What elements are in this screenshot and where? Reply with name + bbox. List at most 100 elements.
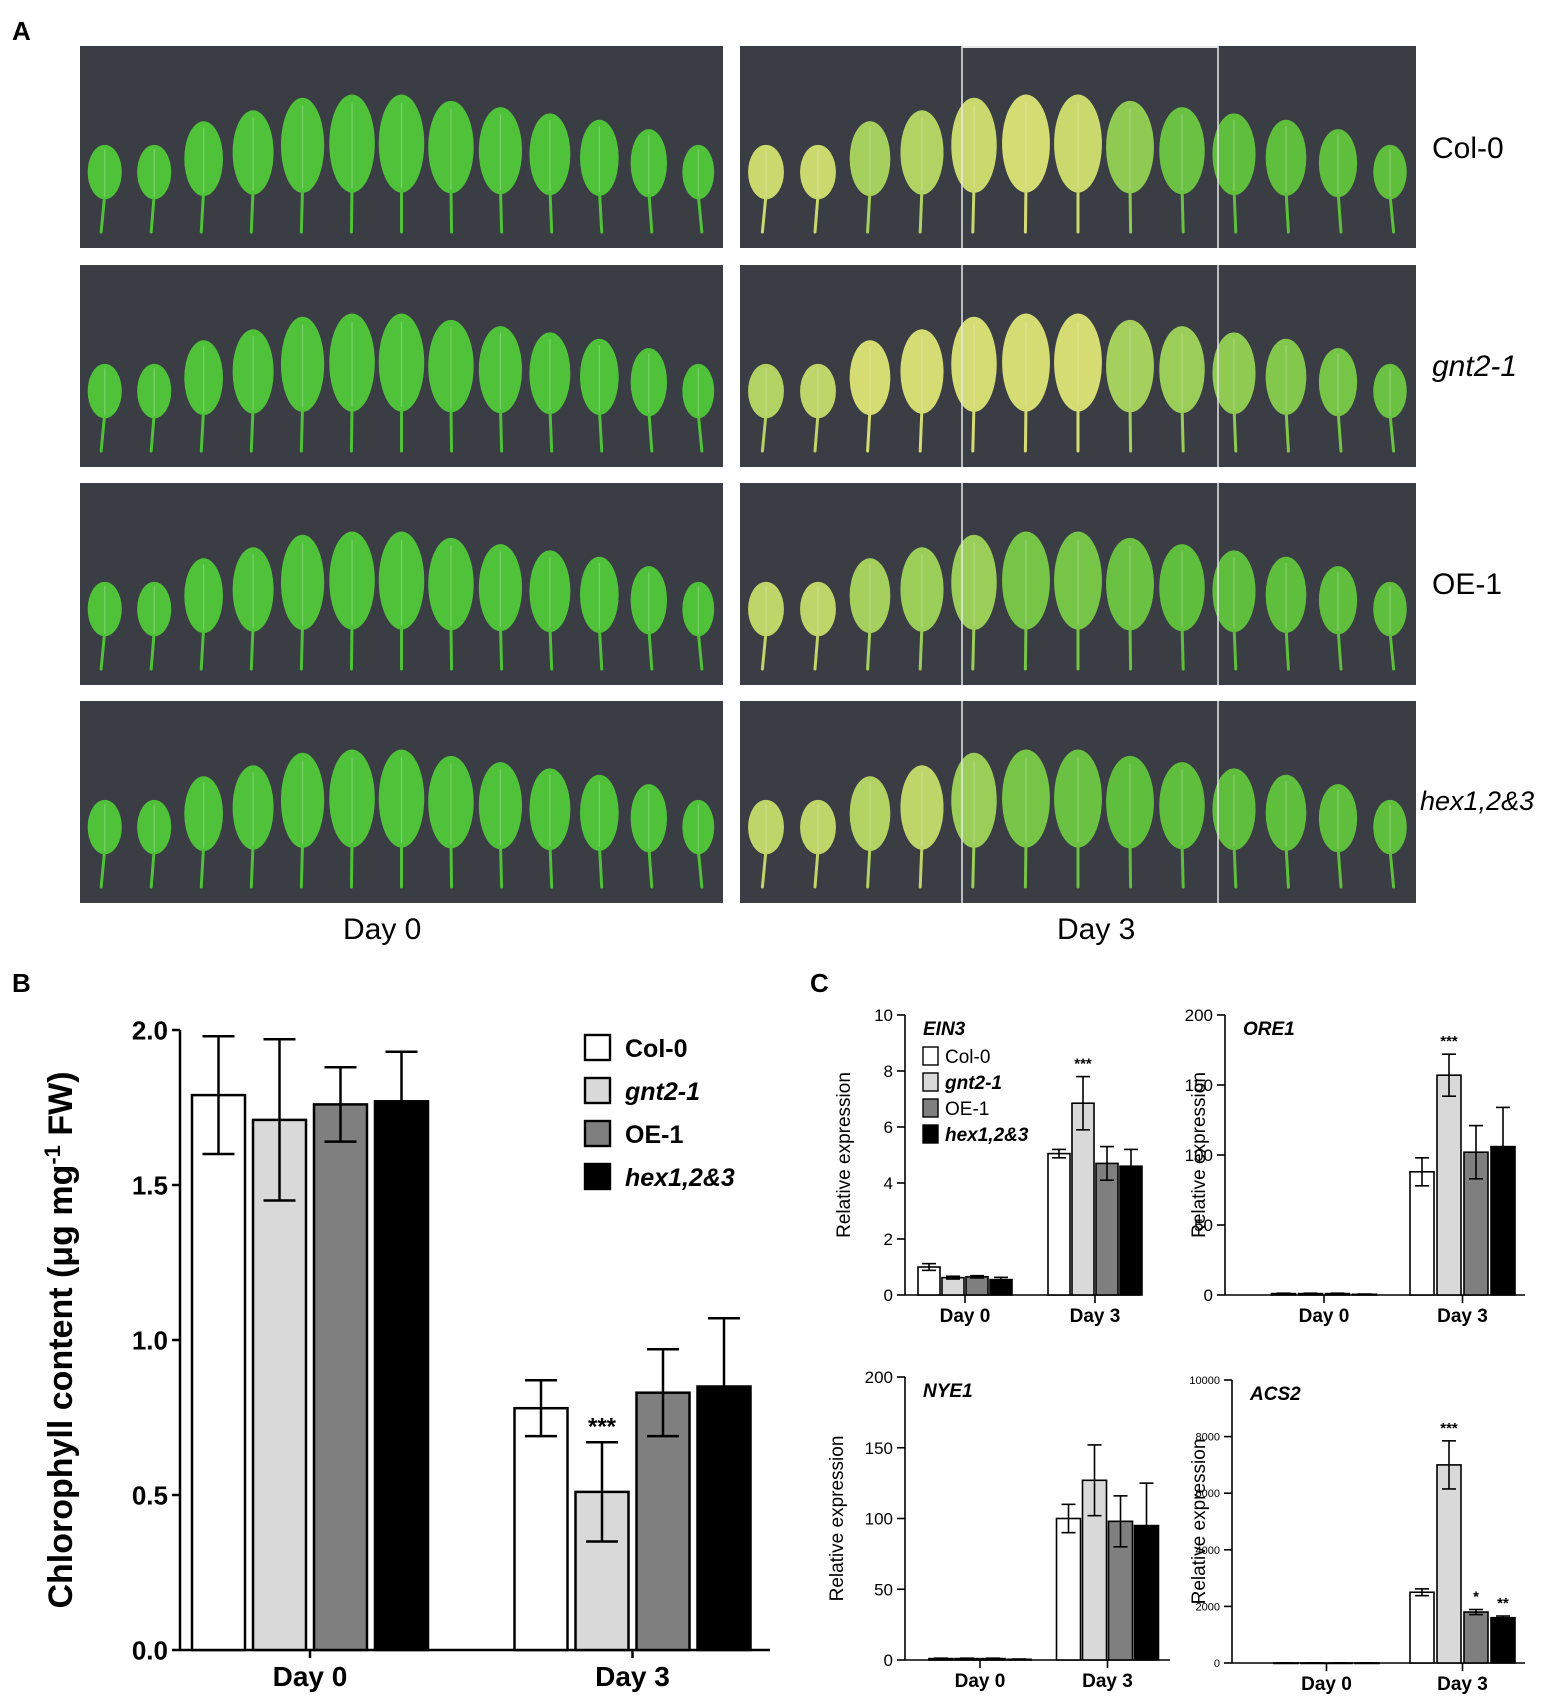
y-tick-label: 0.0 <box>132 1635 168 1665</box>
leaf-shape <box>478 544 523 671</box>
bar-oe1 <box>965 1276 989 1296</box>
leaf-shape <box>900 765 944 889</box>
leaf-shape <box>800 144 836 234</box>
y-tick-label: 0 <box>1204 1286 1213 1305</box>
error-bar <box>1012 1658 1026 1661</box>
leaf-photo-day0-row-2 <box>80 265 723 467</box>
error-bar <box>1076 1075 1090 1131</box>
error-bar <box>1496 1615 1510 1621</box>
y-axis-label: Relative expression <box>1189 1439 1210 1605</box>
error-bar <box>1276 1292 1291 1295</box>
x-category-label: Day 0 <box>273 1661 348 1692</box>
genotype-label-gnt2-1: gnt2-1 <box>1432 350 1518 383</box>
leaf-shape <box>1002 313 1050 453</box>
x-category-label: Day 3 <box>1082 1671 1133 1692</box>
error-bar <box>1330 1292 1345 1295</box>
error-bar <box>922 1262 936 1272</box>
error-bar <box>986 1657 1000 1660</box>
leaf-shape <box>87 144 122 234</box>
y-tick-label: 10000 <box>1189 1375 1220 1387</box>
leaf-shape <box>232 547 274 671</box>
panel-letter-b: B <box>12 968 31 998</box>
leaf-shape <box>1159 107 1205 234</box>
error-bar <box>960 1657 974 1660</box>
bar-oe1 <box>1463 1611 1489 1664</box>
y-tick-label: 100 <box>1185 1146 1213 1165</box>
leaf-shape <box>849 121 891 234</box>
leaf-shape <box>1373 363 1407 453</box>
error-bar <box>1113 1495 1128 1548</box>
leaf-shape <box>1212 768 1256 889</box>
leaf-shape <box>682 799 715 889</box>
leaf-shape <box>232 110 274 234</box>
leaf-shape <box>630 784 668 889</box>
error-bar <box>970 1274 984 1279</box>
leaf-shape <box>1106 537 1154 671</box>
leaf-shape <box>184 121 223 234</box>
significance-marker: *** <box>588 1413 617 1440</box>
leaf-shape <box>1106 755 1154 889</box>
error-bar <box>1415 1157 1429 1187</box>
error-bar <box>1469 1608 1483 1616</box>
leaf-shape <box>280 534 325 671</box>
panel-letter-a: A <box>12 16 31 46</box>
leaf-shape <box>1054 531 1102 671</box>
legend-swatch <box>583 1119 612 1148</box>
legend-label: Col-0 <box>625 1035 688 1063</box>
y-tick-label: 8 <box>884 1062 893 1081</box>
y-tick-label: 50 <box>874 1580 893 1599</box>
leaf-shape <box>580 119 619 234</box>
error-bar <box>1442 1053 1456 1097</box>
leaf-shape <box>184 776 223 889</box>
leaf-shape <box>1265 556 1307 671</box>
y-tick-label: 0 <box>1214 1658 1220 1670</box>
x-category-label: Day 3 <box>1437 1306 1488 1327</box>
leaf-shape <box>630 348 668 453</box>
leaf-shape <box>87 363 122 453</box>
leaf-shape <box>137 581 172 671</box>
leaf-shape <box>1373 799 1407 889</box>
error-bar <box>934 1657 948 1660</box>
leaf-shape <box>378 531 425 671</box>
leaf-shape <box>478 762 523 889</box>
error-bar <box>994 1276 1008 1283</box>
leaf-shape <box>280 316 325 453</box>
leaf-photo-day0-row-1 <box>80 46 723 248</box>
leaf-shape <box>1373 144 1407 234</box>
leaf-shape <box>428 537 474 671</box>
leaf-shape <box>1265 338 1307 453</box>
leaf-shape <box>748 363 784 453</box>
leaf-shape <box>682 363 715 453</box>
leaf-shape <box>329 749 375 889</box>
y-tick-label: 150 <box>1185 1076 1213 1095</box>
legend-swatch <box>922 1046 939 1066</box>
leaf-shape <box>1212 550 1256 671</box>
leaf-shape <box>529 550 571 671</box>
leaf-shape <box>184 558 223 671</box>
error-bar <box>202 1034 235 1156</box>
leaf-shape <box>478 326 523 453</box>
leaf-shape <box>137 799 172 889</box>
error-bar <box>1415 1588 1429 1597</box>
error-bar <box>1496 1106 1510 1187</box>
bar-hex123 <box>1119 1165 1143 1296</box>
y-tick-label: 200 <box>1185 1006 1213 1025</box>
leaf-shape <box>1318 348 1358 453</box>
legend-label: Col-0 <box>945 1047 990 1068</box>
gene-title: NYE1 <box>923 1381 973 1402</box>
leaf-shape <box>232 329 274 453</box>
y-tick-label: 8000 <box>1196 1432 1220 1444</box>
x-category-label: Day 0 <box>955 1671 1006 1692</box>
leaf-shape <box>900 110 944 234</box>
bar-col0 <box>190 1093 247 1652</box>
gene-title: ACS2 <box>1249 1384 1301 1405</box>
leaf-shape <box>800 799 836 889</box>
day-caption-day0: Day 0 <box>343 913 422 946</box>
leaf-shape <box>1159 326 1205 453</box>
y-tick-label: 4000 <box>1196 1545 1220 1557</box>
leaf-shape <box>580 774 619 889</box>
bar-gnt21 <box>1071 1102 1095 1296</box>
leaf-shape <box>280 97 325 234</box>
y-tick-label: 2000 <box>1196 1601 1220 1613</box>
